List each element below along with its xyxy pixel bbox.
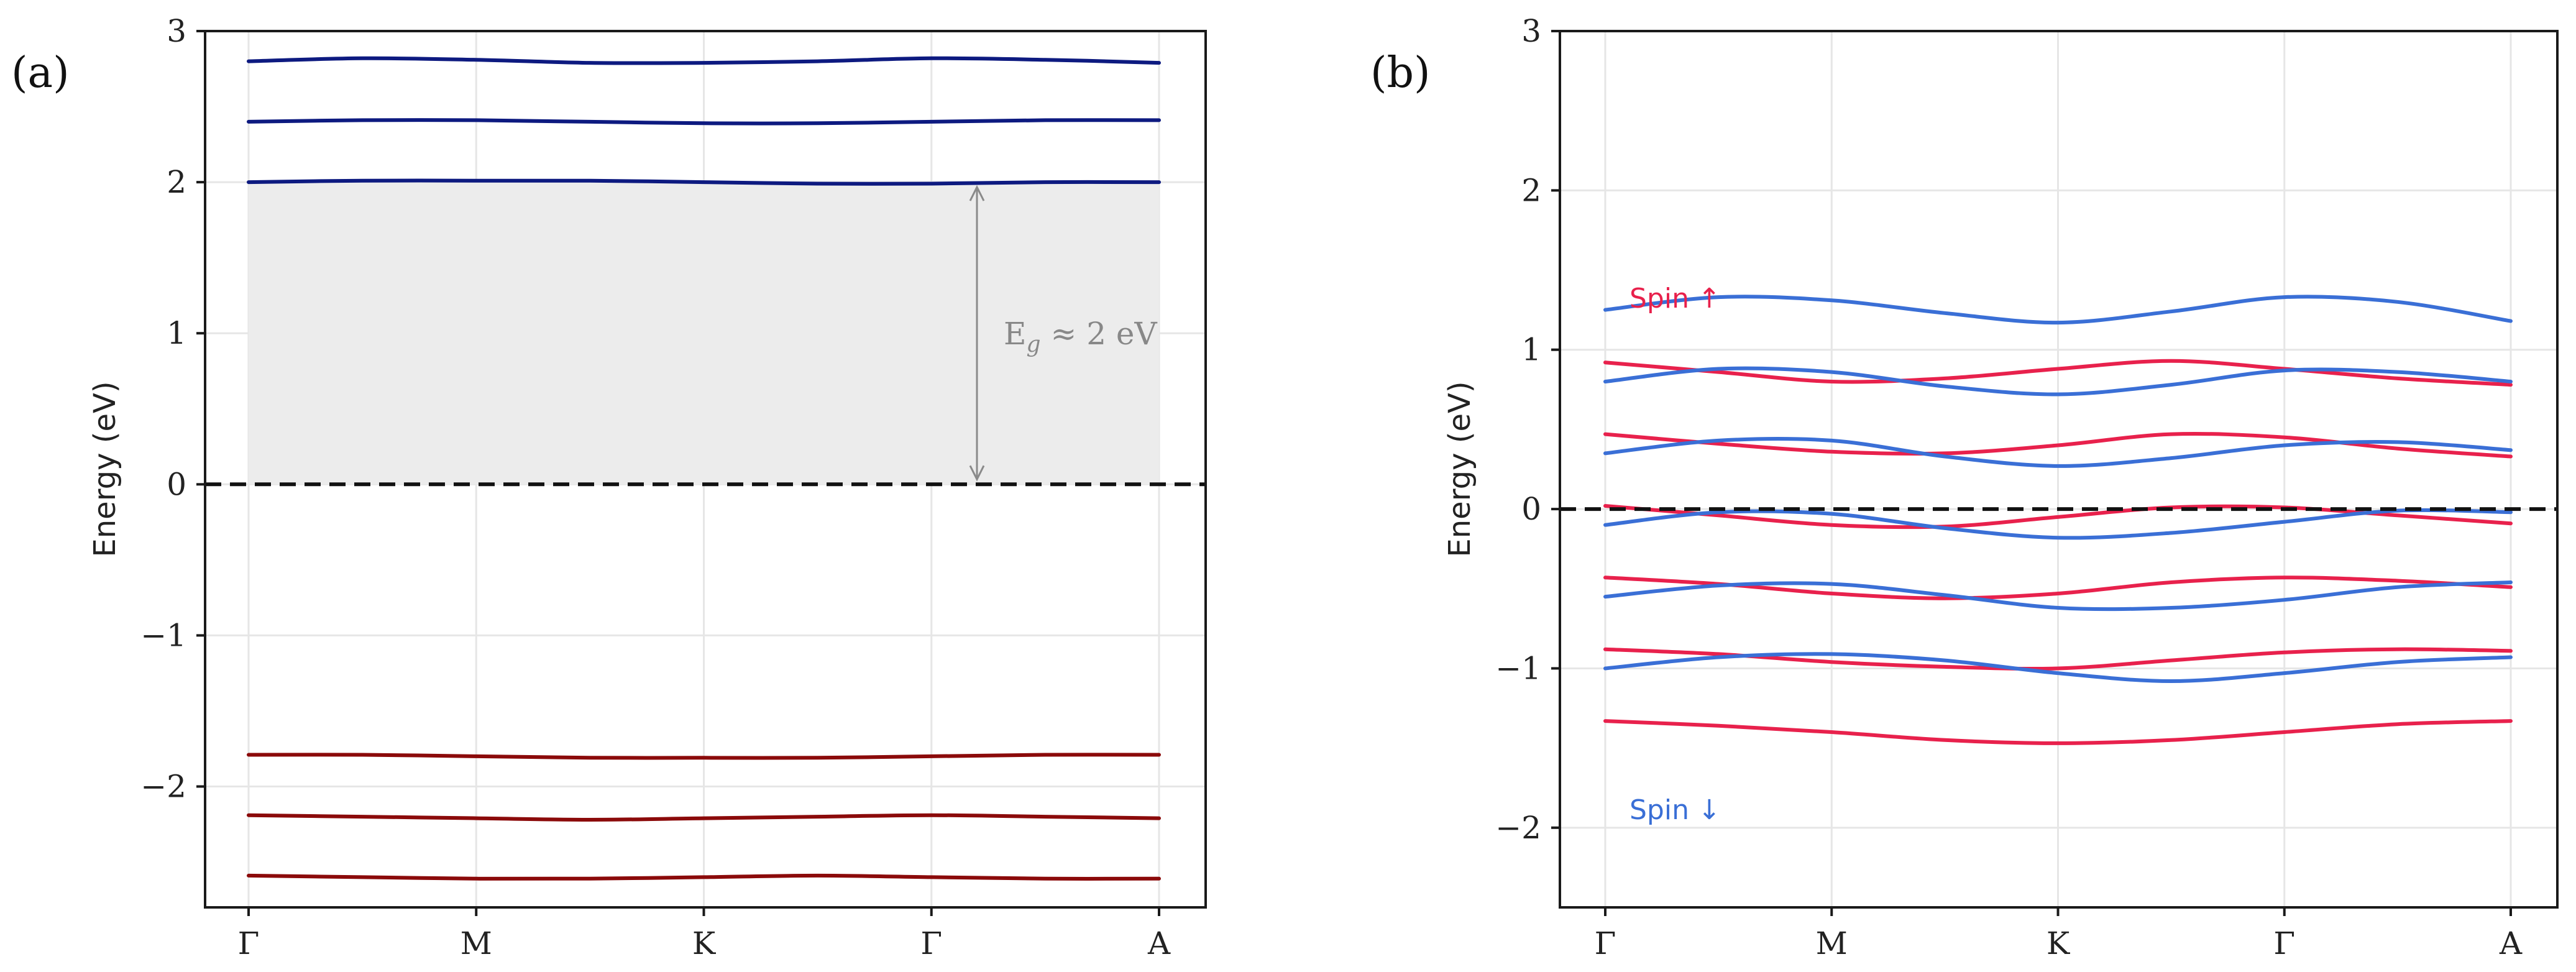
x-tick-label: K — [2047, 925, 2071, 961]
legend-spin-up: Spin ↑ — [1629, 283, 1721, 314]
panel-a: (a) Eg ≈ 2 eV −2 −1 0 1 2 3 Γ M K Γ A Energy (eV) — [11, 13, 1207, 961]
x-tick-label: Γ — [238, 925, 260, 961]
band-line — [1603, 436, 2513, 468]
y-tick-label: 1 — [1521, 332, 1541, 368]
band-line — [1603, 366, 2513, 397]
band-line — [1603, 652, 2513, 684]
legend-spin-down: Spin ↓ — [1629, 794, 1721, 826]
panel-b: (b) Spin ↑ Spin ↓ −2 −1 0 1 2 3 Γ M K Γ A Energy (eV) — [1370, 13, 2559, 961]
band-line — [247, 813, 1161, 822]
axes-frame — [204, 30, 1207, 909]
band-line — [1603, 295, 2513, 325]
band-line — [1603, 575, 2513, 600]
y-tick-label: 3 — [1521, 13, 1541, 49]
band-line — [1603, 508, 2513, 540]
x-tick-label: Γ — [1595, 925, 1616, 961]
y-tick-label: 0 — [167, 466, 186, 502]
y-tick-label: −1 — [1495, 650, 1541, 686]
y-tick-label: 0 — [1521, 491, 1541, 527]
band-line — [1603, 359, 2513, 387]
y-tick-label: −2 — [140, 769, 186, 805]
panel-label: (a) — [11, 48, 70, 98]
band-line — [1603, 580, 2513, 612]
y-axis-label: Energy (eV) — [1442, 381, 1477, 557]
band-line — [247, 118, 1161, 126]
panel-label: (b) — [1370, 48, 1431, 98]
band-line — [247, 873, 1161, 881]
band-line — [1603, 431, 2513, 459]
y-tick-label: −2 — [1495, 810, 1541, 846]
gap-arrow-head-top — [969, 185, 985, 201]
x-tick-label: M — [461, 925, 492, 961]
y-tick-label: −1 — [140, 617, 186, 653]
gap-arrow-head-bottom — [969, 465, 985, 482]
band-line — [1603, 719, 2513, 745]
x-tick-label: K — [692, 925, 717, 961]
gap-annotation: Eg ≈ 2 eV — [1004, 316, 1158, 357]
x-tick-label: Γ — [920, 925, 942, 961]
x-tick-label: A — [2499, 925, 2523, 961]
x-tick-label: A — [1147, 925, 1171, 961]
x-tick-label: Γ — [2273, 925, 2295, 961]
x-tick-label: M — [1816, 925, 1848, 961]
band-gap-shading — [249, 182, 1159, 485]
y-axis-label: Energy (eV) — [88, 381, 122, 557]
y-tick-label: 1 — [167, 315, 186, 351]
band-line — [247, 56, 1161, 65]
y-tick-label: 2 — [1521, 172, 1541, 208]
y-tick-label: 3 — [167, 13, 186, 49]
y-tick-label: 2 — [167, 164, 186, 200]
band-line — [247, 178, 1161, 186]
band-line — [247, 753, 1161, 760]
